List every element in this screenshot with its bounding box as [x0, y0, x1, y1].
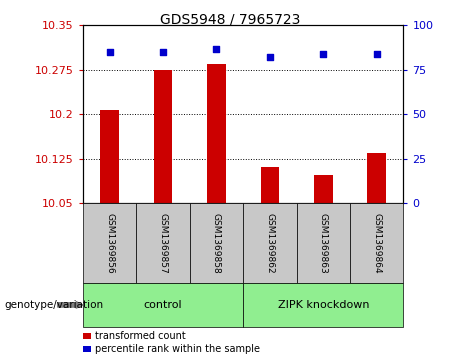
Bar [260, 167, 279, 203]
Text: ZIPK knockdown: ZIPK knockdown [278, 300, 369, 310]
Point [106, 49, 113, 55]
Text: GSM1369858: GSM1369858 [212, 213, 221, 274]
Text: genotype/variation: genotype/variation [5, 300, 104, 310]
Text: GSM1369864: GSM1369864 [372, 213, 381, 274]
Text: GSM1369857: GSM1369857 [159, 213, 168, 274]
Text: GSM1369856: GSM1369856 [105, 213, 114, 274]
Point [213, 46, 220, 52]
Bar [154, 70, 172, 203]
Text: GDS5948 / 7965723: GDS5948 / 7965723 [160, 13, 301, 27]
Point [319, 51, 327, 57]
Point [160, 49, 167, 55]
Text: transformed count: transformed count [95, 331, 185, 341]
Text: GSM1369862: GSM1369862 [266, 213, 274, 274]
Bar [207, 64, 226, 203]
Bar [367, 153, 386, 203]
Bar [100, 110, 119, 203]
Text: percentile rank within the sample: percentile rank within the sample [95, 344, 260, 354]
Text: control: control [144, 300, 183, 310]
Text: GSM1369863: GSM1369863 [319, 213, 328, 274]
Bar [314, 175, 333, 203]
Point [266, 54, 273, 60]
Point [373, 51, 380, 57]
